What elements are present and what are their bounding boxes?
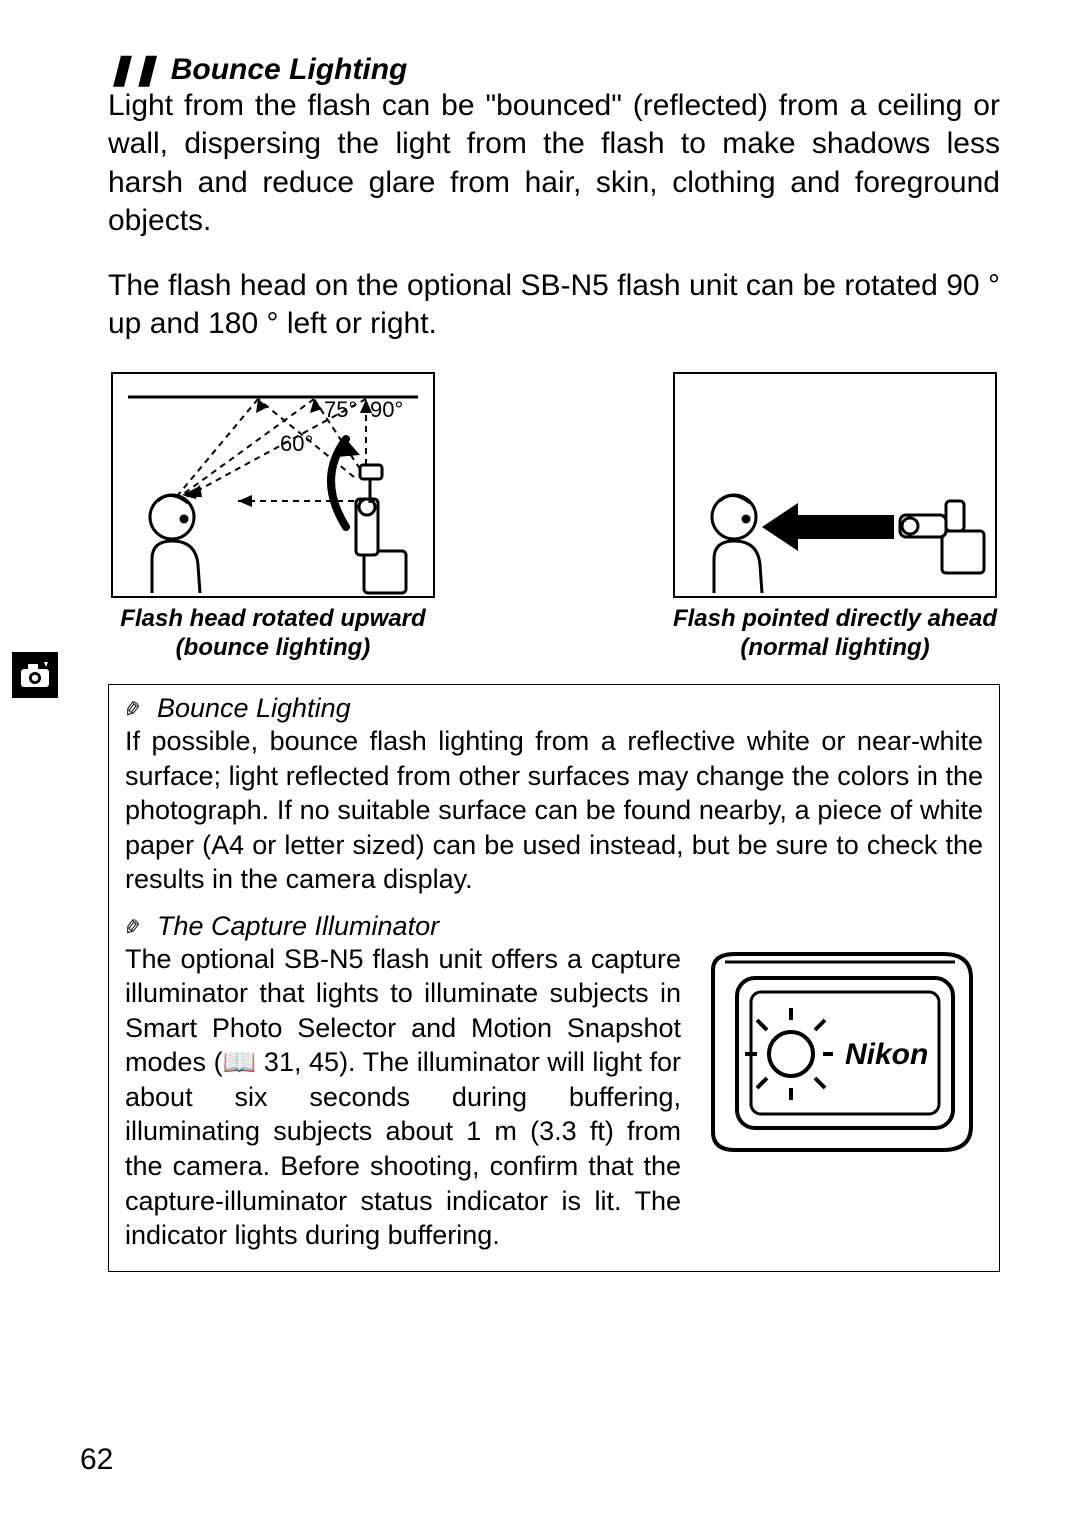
note-2-text-post: ). The illuminator will light for about … (125, 1047, 681, 1250)
normal-diagram-icon (670, 369, 1000, 601)
side-tab-camera-icon (12, 652, 58, 698)
paragraph-1: Light from the flash can be "bounced" (r… (108, 87, 1000, 241)
note-2-title: The Capture Illuminator (157, 911, 439, 941)
note-1-text: If possible, bounce flash lighting from … (125, 724, 983, 897)
svg-text:90°: 90° (370, 397, 403, 422)
caption-line-1: Flash pointed directly ahead (673, 605, 997, 632)
figure-bounce: 60° 75° 90° Flash head rotated upward (b… (108, 369, 438, 662)
note-2-text: The optional SB-N5 flash unit offers a c… (125, 942, 681, 1253)
paragraph-2: The flash head on the optional SB-N5 fla… (108, 267, 1000, 344)
svg-text:60°: 60° (280, 431, 313, 456)
book-icon: 📖 (223, 1047, 264, 1077)
figure-normal: Flash pointed directly ahead (normal lig… (670, 369, 1000, 662)
pencil-icon: ✎ (125, 697, 143, 723)
figure-bounce-caption: Flash head rotated upward (bounce lighti… (120, 605, 425, 662)
note-1-title: Bounce Lighting (157, 693, 351, 723)
figure-row: 60° 75° 90° Flash head rotated upward (b… (108, 369, 1000, 662)
note-2-title-row: ✎ The Capture Illuminator (125, 911, 983, 942)
bounce-diagram-icon: 60° 75° 90° (108, 369, 438, 601)
caption-line-1: Flash head rotated upward (120, 605, 425, 632)
figure-normal-caption: Flash pointed directly ahead (normal lig… (673, 605, 997, 662)
section-heading: ❚❚ Bounce Lighting (108, 52, 1000, 87)
section-title: Bounce Lighting (171, 53, 408, 86)
page-number: 62 (80, 1443, 113, 1477)
caption-line-2: (bounce lighting) (176, 634, 371, 661)
notes-box: ✎ Bounce Lighting If possible, bounce fl… (108, 684, 1000, 1272)
svg-text:75°: 75° (324, 397, 357, 422)
illuminator-diagram-icon: Nikon (695, 942, 983, 1162)
note-2-ref: 31, 45 (264, 1047, 339, 1077)
note-1-title-row: ✎ Bounce Lighting (125, 693, 983, 724)
section-title-marker: ❚❚ (108, 53, 158, 86)
caption-line-2: (normal lighting) (740, 634, 929, 661)
svg-text:Nikon: Nikon (845, 1038, 928, 1071)
pencil-icon: ✎ (125, 915, 143, 941)
